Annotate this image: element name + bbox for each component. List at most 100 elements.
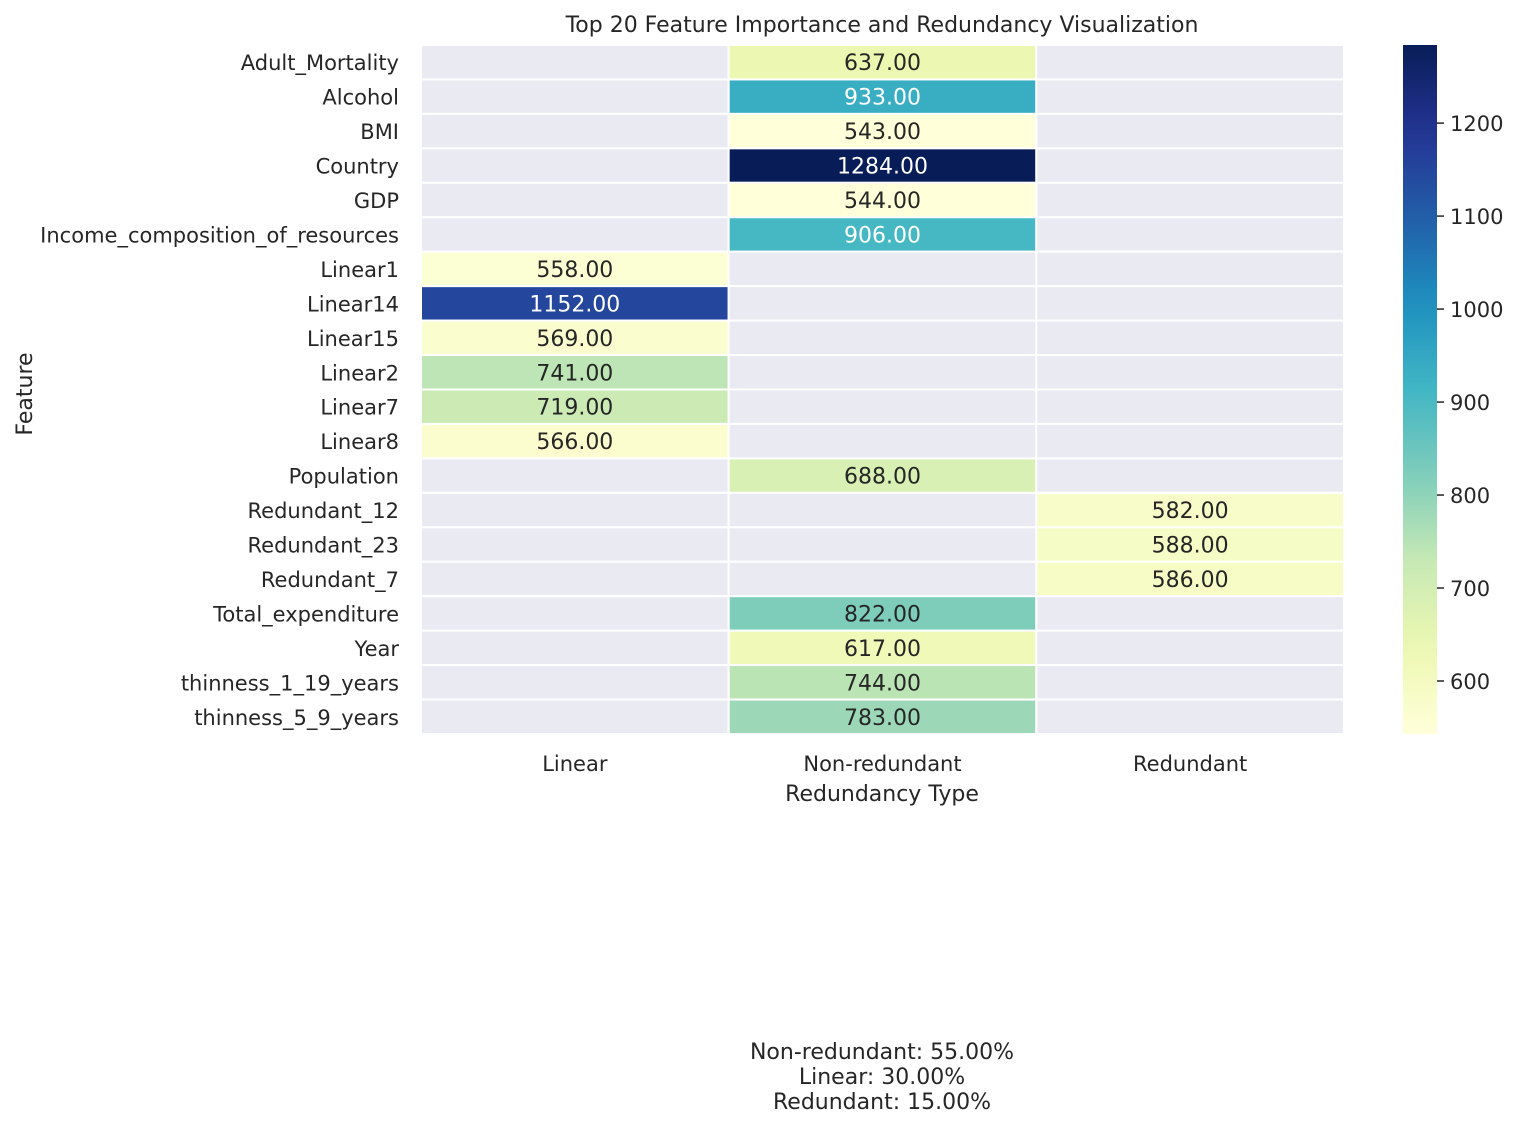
heatmap-cell xyxy=(727,216,1038,253)
heatmap-cell-empty xyxy=(420,560,730,598)
heatmap-cells: 637.00 933.00 543.00 1284.00 544.00 906.00 558… xyxy=(420,44,1346,735)
cell-value-label: 1284.00 xyxy=(837,155,928,180)
heatmap-cell xyxy=(727,78,1038,115)
heatmap-cell xyxy=(1035,491,1346,529)
row-label-linear15: Linear15 xyxy=(307,327,399,351)
heatmap-cell-empty xyxy=(727,285,1038,322)
heatmap-cell-empty xyxy=(1035,216,1346,253)
colorbar: 600 700 800 900 1000 1100 1200 xyxy=(1403,45,1503,734)
heatmap-cell-empty xyxy=(1035,457,1346,494)
heatmap-cell-empty xyxy=(1035,595,1346,632)
row-labels: Adult_Mortality Alcohol BMI Country GDP Incom… xyxy=(40,51,399,731)
cell-value-label: 543.00 xyxy=(844,120,921,145)
cell-value-label: 588.00 xyxy=(1152,534,1229,559)
heatmap-cell xyxy=(727,44,1038,81)
heatmap-cell-empty xyxy=(420,629,730,667)
colorbar-tick-label: 1100 xyxy=(1450,205,1503,229)
row-label-bmi: BMI xyxy=(360,120,399,144)
colorbar-tick-label: 900 xyxy=(1450,391,1490,415)
heatmap-cell-empty xyxy=(420,78,730,115)
cell-value-label: 569.00 xyxy=(536,327,613,352)
redundancy-summary: Non-redundant: 55.00% Linear: 30.00% Red… xyxy=(632,1040,1132,1115)
heatmap-cell-empty xyxy=(1035,112,1346,150)
cell-value-label: 719.00 xyxy=(536,396,613,421)
heatmap-cell-empty xyxy=(1035,354,1346,391)
heatmap-cell-empty xyxy=(727,526,1038,563)
cell-value-label: 566.00 xyxy=(536,430,613,455)
row-label-redundant-23: Redundant_23 xyxy=(248,534,399,559)
row-label-gdp: GDP xyxy=(354,189,399,213)
heatmap-cell-empty xyxy=(420,664,730,701)
heatmap-cell xyxy=(420,285,730,322)
heatmap-cell-empty xyxy=(1035,285,1346,322)
heatmap-cell-empty xyxy=(420,181,730,219)
heatmap-cell-empty xyxy=(1035,629,1346,667)
row-label-thinness-5-9-years: thinness_5_9_years xyxy=(194,706,399,731)
heatmap-cell xyxy=(727,664,1038,701)
colorbar-tick-label: 800 xyxy=(1450,484,1490,508)
row-label-adult-mortality: Adult_Mortality xyxy=(241,51,399,76)
row-label-total-expenditure: Total_expenditure xyxy=(212,602,399,627)
y-axis-label: Feature xyxy=(13,352,38,435)
heatmap-cell-empty xyxy=(420,526,730,563)
cell-value-label: 744.00 xyxy=(844,671,921,696)
row-label-redundant-7: Redundant_7 xyxy=(261,568,399,593)
heatmap-cell-empty xyxy=(1035,181,1346,219)
heatmap-cell-empty xyxy=(727,319,1038,357)
heatmap-cell-empty xyxy=(420,698,730,735)
heatmap-cell-empty xyxy=(1035,319,1346,357)
cell-value-label: 741.00 xyxy=(536,361,613,386)
heatmap-cell-empty xyxy=(727,560,1038,598)
heatmap-cell-empty xyxy=(727,422,1038,460)
column-labels: Linear Non-redundant Redundant xyxy=(542,752,1247,776)
heatmap-cell-empty xyxy=(727,388,1038,425)
column-label-linear: Linear xyxy=(542,752,608,776)
heatmap-cell xyxy=(727,698,1038,735)
heatmap-cell-empty xyxy=(420,147,730,184)
colorbar-gradient xyxy=(1403,45,1437,734)
cell-value-label: 933.00 xyxy=(844,86,921,111)
row-label-year: Year xyxy=(354,637,400,661)
column-label-non-redundant: Non-redundant xyxy=(803,752,961,776)
colorbar-tick-label: 1000 xyxy=(1450,298,1503,322)
x-axis-label: Redundancy Type xyxy=(785,782,979,807)
cell-value-label: 558.00 xyxy=(536,258,613,283)
heatmap-cell-empty xyxy=(420,491,730,529)
cell-value-label: 617.00 xyxy=(844,637,921,662)
row-label-thinness-1-19-years: thinness_1_19_years xyxy=(181,671,399,696)
heatmap-cell-empty xyxy=(1035,78,1346,115)
summary-line-non-redundant: Non-redundant: 55.00% xyxy=(749,1040,1015,1065)
heatmap-cell xyxy=(727,595,1038,632)
column-label-redundant: Redundant xyxy=(1133,752,1247,776)
row-label-linear1: Linear1 xyxy=(320,258,399,282)
cell-value-label: 544.00 xyxy=(844,189,921,214)
cell-value-label: 1152.00 xyxy=(529,292,620,317)
heatmap-cell-empty xyxy=(727,354,1038,391)
heatmap-cell-empty xyxy=(1035,422,1346,460)
heatmap-cell-empty xyxy=(420,44,730,81)
heatmap-cell xyxy=(1035,560,1346,598)
colorbar-tick-label: 600 xyxy=(1450,670,1490,694)
heatmap-cell-empty xyxy=(1035,44,1346,81)
chart-title: Top 20 Feature Importance and Redundancy… xyxy=(565,13,1199,38)
heatmap-cell-empty xyxy=(727,250,1038,288)
row-label-linear14: Linear14 xyxy=(307,292,399,316)
colorbar-tick-label: 1200 xyxy=(1450,112,1503,136)
heatmap-cell-empty xyxy=(420,216,730,253)
row-label-alcohol: Alcohol xyxy=(322,86,399,110)
cell-value-label: 582.00 xyxy=(1152,499,1229,524)
row-label-income-composition-of-resources: Income_composition_of_resources xyxy=(40,223,399,248)
cell-value-label: 906.00 xyxy=(844,223,921,248)
cell-value-label: 822.00 xyxy=(844,602,921,627)
heatmap-cell-empty xyxy=(1035,388,1346,425)
heatmap-cell-empty xyxy=(1035,250,1346,288)
summary-line-redundant: Redundant: 15.00% xyxy=(773,1090,991,1115)
cell-value-label: 688.00 xyxy=(844,465,921,490)
row-label-linear7: Linear7 xyxy=(320,396,399,420)
heatmap-cell-empty xyxy=(1035,698,1346,735)
heatmap-cell-empty xyxy=(1035,147,1346,184)
row-label-population: Population xyxy=(289,465,399,489)
heatmap-cell xyxy=(420,422,730,460)
